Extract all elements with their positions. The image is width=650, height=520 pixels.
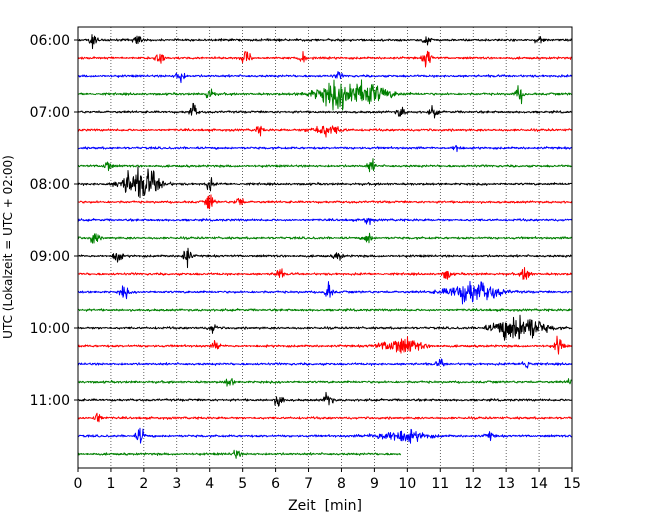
trace-1130 <box>77 427 573 444</box>
y-tick-label: 09:00 <box>30 249 70 265</box>
trace-1015 <box>77 335 573 355</box>
plot-frame <box>77 26 573 469</box>
trace-0900 <box>77 247 573 269</box>
y-tick-label: 08:00 <box>30 177 70 193</box>
x-tick-label: 13 <box>497 476 515 492</box>
x-tick-label: 14 <box>530 476 548 492</box>
x-tick-label: 5 <box>238 476 247 492</box>
x-tick-label: 3 <box>172 476 181 492</box>
x-tick-label: 2 <box>139 476 148 492</box>
trace-0845 <box>77 232 573 244</box>
y-tick-label: 10:00 <box>30 321 70 337</box>
trace-1115 <box>77 412 573 423</box>
trace-1000 <box>77 314 573 341</box>
y-axis-label: UTC (Lokalzeit = UTC + 02:00) <box>1 155 15 339</box>
y-tick-label: 11:00 <box>30 393 70 409</box>
trace-0745 <box>77 158 573 173</box>
trace-1145 <box>77 449 402 459</box>
trace-1045 <box>77 378 573 387</box>
trace-0715 <box>77 125 573 138</box>
x-tick-label: 0 <box>74 476 83 492</box>
x-tick-label: 6 <box>271 476 280 492</box>
x-tick-label: 1 <box>106 476 115 492</box>
x-tick-label: 8 <box>337 476 346 492</box>
seismogram-traces <box>77 34 573 459</box>
trace-0645 <box>78 79 573 111</box>
x-tick-label: 7 <box>304 476 313 492</box>
y-tick-label: 06:00 <box>30 33 70 49</box>
y-tick-label: 07:00 <box>30 105 70 121</box>
x-tick-label: 9 <box>370 476 379 492</box>
x-tick-label: 11 <box>431 476 449 492</box>
x-tick-label: 10 <box>398 476 416 492</box>
trace-0615 <box>77 50 573 68</box>
trace-0630 <box>77 71 573 84</box>
y-axis-ticks: 06:00 07:00 08:00 09:00 10:00 11:00 <box>30 33 78 409</box>
trace-0830 <box>77 217 573 226</box>
trace-0915 <box>77 266 573 280</box>
trace-0800 <box>77 166 573 199</box>
trace-0945 <box>77 308 573 312</box>
x-tick-label: 12 <box>464 476 482 492</box>
trace-0815 <box>77 194 573 210</box>
trace-1100 <box>77 391 573 407</box>
x-tick-label: 15 <box>563 476 581 492</box>
x-tick-label: 4 <box>205 476 214 492</box>
trace-0730 <box>77 144 573 153</box>
trace-1030 <box>77 358 573 369</box>
trace-0600 <box>77 34 573 50</box>
trace-0700 <box>77 102 573 119</box>
trace-0930 <box>77 280 573 305</box>
x-axis-label: Zeit [min] <box>288 498 362 514</box>
x-axis-ticks: 0 1 2 3 4 5 6 7 8 9 10 11 12 13 14 15 <box>74 468 581 492</box>
